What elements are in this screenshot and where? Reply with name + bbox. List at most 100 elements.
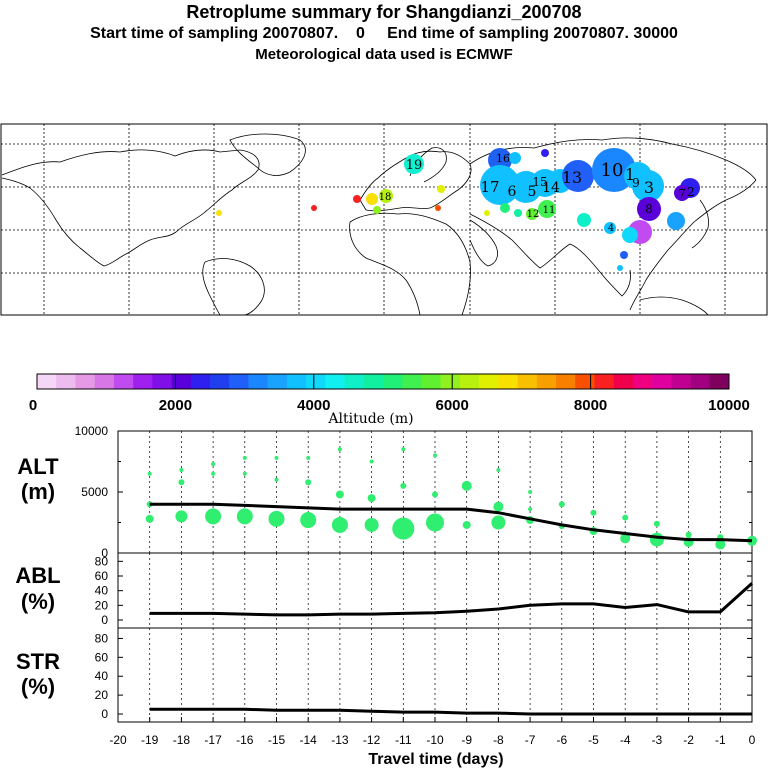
colorbar-cell <box>286 374 307 389</box>
y-tick-label: 80 <box>95 631 109 645</box>
coast-asia-east <box>629 179 757 311</box>
plume-point <box>496 468 501 473</box>
colorbar-cell <box>709 374 730 389</box>
y-tick-label: 0 <box>101 707 108 721</box>
colorbar-cell <box>440 374 461 389</box>
altitude-colorbar: 0 2000 4000 6000 8000 10000 Altitude (m) <box>29 373 750 427</box>
x-tick-label: -6 <box>556 733 567 747</box>
x-tick-label: -14 <box>300 733 318 747</box>
plume-point <box>147 471 152 476</box>
plume-point <box>242 471 247 476</box>
plume-point <box>274 455 279 460</box>
x-tick-label: -18 <box>173 733 191 747</box>
colorbar-cell <box>613 374 634 389</box>
plume-point <box>335 490 344 499</box>
plume-point <box>337 447 342 452</box>
x-tick-label: -16 <box>236 733 254 747</box>
plume-label-12: 12 <box>527 209 540 220</box>
plume-point <box>306 455 311 460</box>
panel-ylabel-unit: (%) <box>21 589 55 614</box>
colorbar-cell <box>325 374 345 389</box>
plume-point <box>590 509 597 516</box>
plume-point <box>211 461 216 466</box>
series-line <box>149 582 754 617</box>
panel-gridlines <box>149 553 721 628</box>
colorbar-tick-label: 10000 <box>708 397 750 414</box>
plume-label-3: 3 <box>644 178 654 197</box>
plume-label-16: 16 <box>496 152 510 165</box>
plume-point <box>400 482 407 489</box>
plume-label-1: 1 <box>625 165 635 184</box>
x-tick-label: -12 <box>363 733 381 747</box>
plume-label-11: 11 <box>543 205 556 216</box>
coast-greenland <box>229 133 306 176</box>
plume-point <box>274 477 279 482</box>
x-tick-label: -13 <box>331 733 349 747</box>
plume-point <box>145 514 154 523</box>
x-tick-label: -2 <box>683 733 694 747</box>
plume-point <box>715 539 726 550</box>
colorbar-cell <box>210 374 230 389</box>
plume-label-19: 19 <box>406 158 423 173</box>
panel-alt: 10000 5000 0 ALT(m) <box>17 424 757 560</box>
colorbar-cell <box>479 374 499 389</box>
coast-north-america <box>1 149 260 267</box>
plume-point <box>178 479 185 486</box>
plume-point <box>211 471 216 476</box>
series-line <box>149 707 752 716</box>
panel-ylabel: ABL(%) <box>15 563 60 614</box>
coast-asia-south <box>469 213 631 297</box>
colorbar-cell <box>421 374 441 389</box>
plume-point <box>426 513 444 532</box>
colorbar-cell <box>94 374 115 389</box>
colorbar-cell <box>229 374 249 389</box>
plume-label-10: 10 <box>601 160 624 181</box>
x-tick-label: -1 <box>715 733 726 747</box>
x-tick-label: -8 <box>493 733 504 747</box>
colorbar-tick-label: 2000 <box>159 397 192 414</box>
panel-ylabel-name: STR <box>16 649 60 674</box>
colorbar-cell <box>363 374 384 389</box>
x-tick-label: -17 <box>204 733 222 747</box>
x-tick-label: -15 <box>268 733 286 747</box>
plume-label-2: 2 <box>687 185 695 199</box>
y-tick-label: 0 <box>101 546 108 560</box>
colorbar-cell <box>267 374 288 389</box>
plume-point <box>622 514 629 521</box>
plume-label-14: 14 <box>542 180 560 196</box>
plume-label-6: 6 <box>508 184 517 200</box>
y-axis-ticks: 10000 5000 0 <box>75 424 752 560</box>
time-series-panels: 1000050000ALT(m)806040200ABL(%)806040200… <box>15 424 757 768</box>
x-axis-label: Travel time (days) <box>368 751 503 768</box>
x-tick-label: -20 <box>109 733 127 747</box>
coast-australia <box>639 296 709 316</box>
colorbar-cell <box>383 374 403 389</box>
plume-point <box>528 490 533 494</box>
y-tick-label: 40 <box>95 584 109 598</box>
colorbar-tick-label: 0 <box>29 397 37 414</box>
plume-point <box>653 520 660 527</box>
plume-point <box>236 508 253 525</box>
panel-ylabel-unit: (%) <box>21 674 55 699</box>
colorbar-tick-label: 8000 <box>574 397 607 414</box>
plume-point <box>528 507 533 512</box>
plume-label-5: 5 <box>528 184 537 200</box>
colorbar-cell <box>75 374 95 389</box>
plume-point <box>268 510 285 527</box>
plume-point <box>620 533 631 544</box>
colorbar-cell <box>517 374 538 389</box>
coast-arabia <box>469 219 498 267</box>
colorbar-cell <box>344 374 365 389</box>
plume-point <box>364 517 379 532</box>
colorbar-tick-label: 6000 <box>436 397 469 414</box>
x-tick-label: -5 <box>588 733 599 747</box>
plume-point <box>305 479 312 486</box>
plume-point <box>179 468 184 473</box>
panel-ylabel-unit: (m) <box>21 479 55 504</box>
x-tick-label: 0 <box>749 733 756 747</box>
colorbar-cell <box>459 374 480 389</box>
coast-south-america <box>202 258 265 316</box>
